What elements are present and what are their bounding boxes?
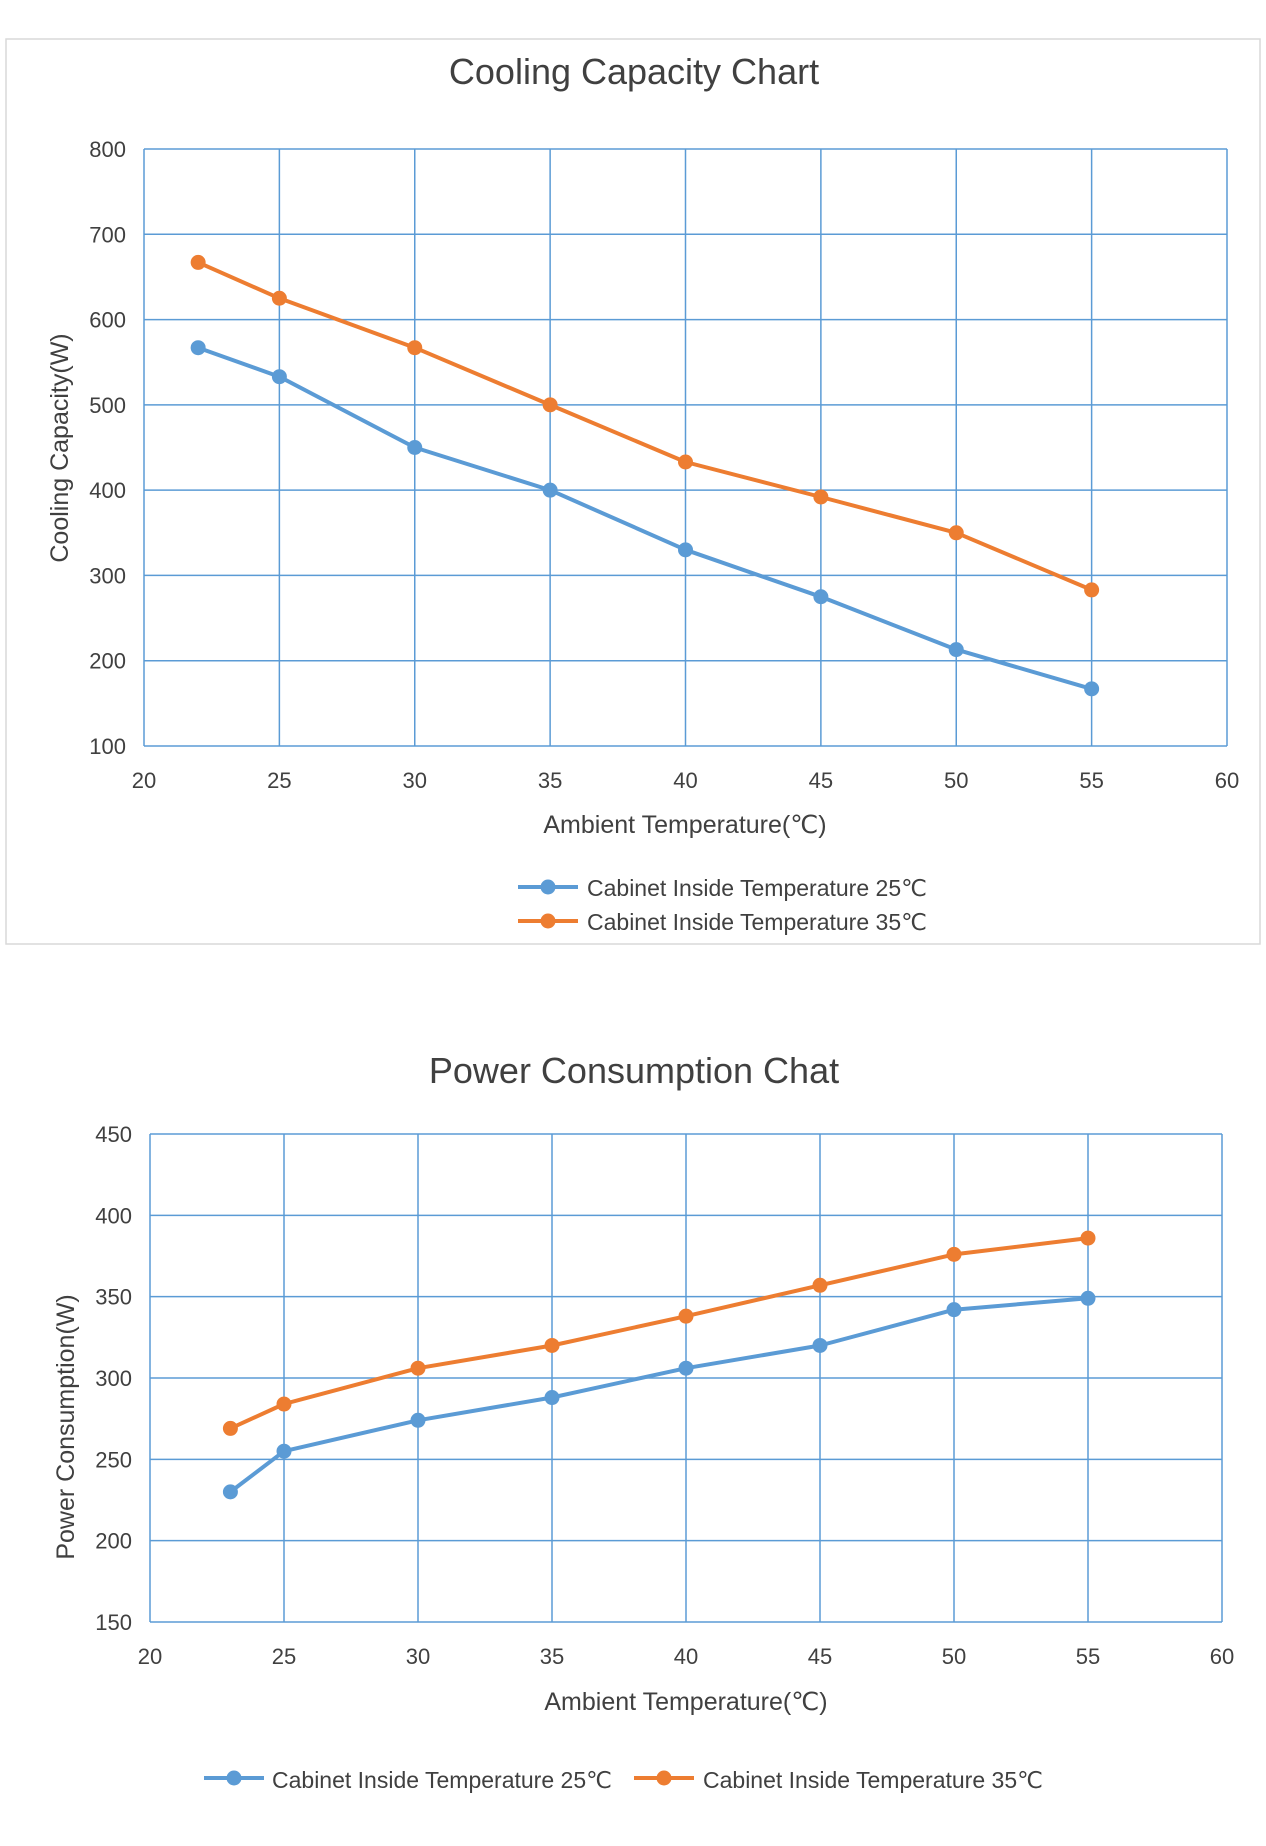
cooling-x-axis-label: Ambient Temperature(℃) [543, 811, 826, 839]
power-y-tick-label: 400 [95, 1203, 132, 1228]
power-x-tick-label: 50 [942, 1644, 966, 1669]
cooling-series-2-point [1084, 582, 1100, 598]
cooling-series-1-point [678, 542, 693, 558]
cooling-series-1-point [190, 340, 206, 356]
power-x-tick-label: 45 [808, 1644, 832, 1669]
power-series-2-point [410, 1360, 426, 1376]
power-x-tick-label: 60 [1210, 1644, 1234, 1669]
power-legend-swatch-marker-2 [656, 1770, 672, 1786]
power-series-1-point [678, 1360, 694, 1376]
cooling-series-2-line [196, 260, 1094, 592]
power-y-axis-label: Power Consumption(W) [52, 1294, 80, 1559]
cooling-series-2-point [190, 254, 206, 270]
cooling-series-1-point [1084, 681, 1100, 697]
power-x-tick-label: 35 [540, 1644, 564, 1669]
power-chart-title: Power Consumption Chat [429, 1050, 839, 1091]
power-series-1-point [222, 1484, 238, 1500]
cooling-x-tick-label: 55 [1079, 768, 1103, 793]
power-y-tick-label: 350 [95, 1285, 132, 1310]
cooling-series-2-point [948, 525, 964, 541]
power-series-2-point [678, 1308, 694, 1324]
cooling-legend-swatch-marker-1 [540, 879, 556, 895]
cooling-y-tick-label: 200 [89, 649, 126, 674]
power-legend-label-2: Cabinet Inside Temperature 35℃ [703, 1767, 1043, 1793]
power-series-2-point [222, 1420, 238, 1436]
cooling-x-tick-label: 45 [809, 768, 833, 793]
cooling-x-tick-label: 30 [403, 768, 427, 793]
cooling-x-tick-label: 40 [673, 768, 697, 793]
cooling-chart-frame [5, 38, 1261, 945]
power-y-tick-label: 150 [95, 1610, 132, 1635]
cooling-series-2-point [678, 454, 693, 470]
cooling-series-1-point [407, 440, 423, 455]
power-series-2-point [812, 1277, 828, 1293]
cooling-legend-swatch-marker-2 [540, 913, 556, 929]
cooling-series-2-point [542, 397, 558, 413]
power-series-2-point [1080, 1230, 1096, 1246]
power-x-tick-label: 20 [138, 1644, 162, 1669]
power-series-1-point [1080, 1290, 1096, 1306]
cooling-series-2-point [271, 290, 287, 306]
cooling-x-tick-label: 35 [538, 768, 562, 793]
power-series-1-point [812, 1337, 828, 1353]
power-series-1-point [946, 1302, 962, 1318]
power-legend-swatch-marker-1 [226, 1770, 242, 1786]
power-series-2-line [228, 1236, 1090, 1431]
cooling-x-tick-label: 20 [132, 768, 156, 793]
power-series-1-point [276, 1443, 292, 1459]
cooling-legend-label-2: Cabinet Inside Temperature 35℃ [587, 909, 927, 935]
cooling-chart-title: Cooling Capacity Chart [449, 51, 819, 92]
cooling-series-1-point [271, 369, 287, 385]
cooling-series-1-point [948, 642, 964, 658]
cooling-series-1-line [196, 345, 1094, 691]
cooling-x-tick-label: 25 [267, 768, 291, 793]
cooling-y-tick-label: 700 [89, 222, 126, 247]
cooling-series-2-point [813, 489, 829, 505]
power-x-tick-label: 40 [674, 1644, 698, 1669]
cooling-y-axis-label: Cooling Capacity(W) [46, 333, 74, 562]
power-series-2-point [946, 1246, 962, 1262]
power-y-tick-label: 450 [95, 1122, 132, 1147]
cooling-y-tick-label: 600 [89, 308, 126, 333]
power-series-1-point [410, 1412, 426, 1428]
cooling-y-tick-label: 300 [89, 563, 126, 588]
power-series-2-point [276, 1396, 292, 1412]
power-x-axis-label: Ambient Temperature(℃) [544, 1688, 827, 1716]
cooling-series-1-point [542, 482, 558, 498]
power-y-tick-label: 250 [95, 1447, 132, 1472]
cooling-x-tick-label: 50 [944, 768, 968, 793]
power-y-tick-label: 200 [95, 1529, 132, 1554]
power-x-tick-label: 55 [1076, 1644, 1100, 1669]
cooling-series-1-point [813, 589, 829, 605]
cooling-series-2-point [407, 340, 423, 356]
power-series-1-line [228, 1296, 1090, 1494]
power-legend-label-1: Cabinet Inside Temperature 25℃ [272, 1767, 612, 1793]
cooling-y-tick-label: 500 [89, 393, 126, 418]
power-series-1-point [544, 1390, 560, 1406]
cooling-legend-label-1: Cabinet Inside Temperature 25℃ [587, 875, 927, 901]
cooling-y-tick-label: 100 [89, 734, 126, 759]
cooling-y-tick-label: 400 [89, 478, 126, 503]
power-y-tick-label: 300 [95, 1366, 132, 1391]
cooling-x-tick-label: 60 [1215, 768, 1239, 793]
cooling-y-tick-label: 800 [89, 137, 126, 162]
power-x-tick-label: 25 [272, 1644, 296, 1669]
power-series-2-point [544, 1337, 560, 1353]
power-x-tick-label: 30 [406, 1644, 430, 1669]
